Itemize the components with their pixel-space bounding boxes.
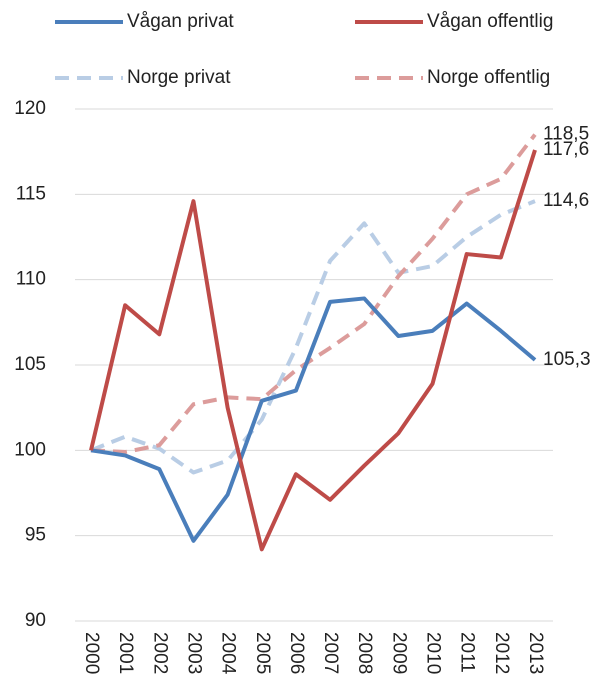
series-line	[89, 149, 537, 552]
x-tick-label: 2012	[491, 632, 512, 674]
data-label: 114,6	[543, 190, 589, 211]
x-tick-label: 2007	[320, 632, 341, 674]
x-tick-label: 2003	[183, 632, 204, 674]
x-tick-label: 2002	[149, 632, 170, 674]
series-line	[90, 199, 536, 475]
legend-label: Norge offentlig	[427, 67, 550, 88]
series-line	[90, 133, 537, 455]
data-label: 105,3	[543, 349, 591, 370]
x-tick-label: 2000	[81, 632, 102, 674]
x-tick-label: 2004	[218, 632, 239, 675]
x-tick-label: 2010	[423, 632, 444, 674]
x-tick-label: 2009	[388, 632, 409, 674]
x-tick-label: 2013	[525, 632, 546, 674]
x-tick-label: 2005	[252, 632, 273, 674]
legend-label: Vågan offentlig	[427, 11, 553, 32]
y-tick-label: 105	[14, 354, 46, 375]
legend-label: Vågan privat	[127, 11, 234, 32]
y-tick-label: 95	[25, 525, 46, 546]
y-tick-label: 100	[14, 439, 46, 460]
y-tick-label: 90	[25, 610, 46, 631]
y-tick-label: 120	[14, 98, 46, 119]
data-label: 118,5	[543, 124, 589, 145]
y-tick-label: 110	[16, 269, 46, 290]
legend-label: Norge privat	[127, 67, 231, 88]
x-tick-label: 2011	[457, 632, 478, 673]
x-tick-label: 2006	[286, 632, 307, 674]
x-tick-label: 2008	[354, 632, 375, 674]
data-label: 117,6	[543, 139, 589, 160]
y-tick-label: 115	[16, 183, 46, 204]
series-line	[90, 296, 537, 543]
x-tick-label: 2001	[115, 632, 136, 674]
